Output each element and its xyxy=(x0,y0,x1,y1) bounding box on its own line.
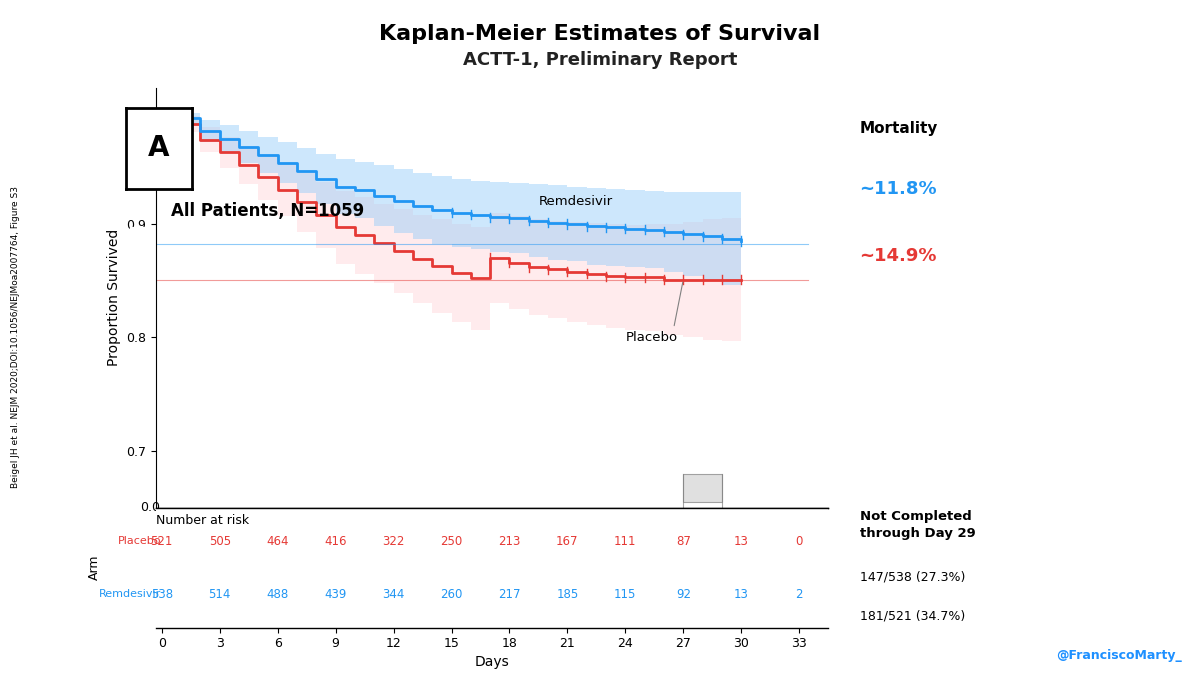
Text: Mortality: Mortality xyxy=(859,122,938,136)
Text: 2: 2 xyxy=(796,588,803,601)
Text: 521: 521 xyxy=(151,535,173,548)
Text: 464: 464 xyxy=(266,535,289,548)
Text: 416: 416 xyxy=(324,535,347,548)
Text: All Patients, N=1059: All Patients, N=1059 xyxy=(172,202,365,220)
Bar xyxy=(683,474,722,502)
Y-axis label: Proportion Survived: Proportion Survived xyxy=(107,229,121,367)
Text: ~11.8%: ~11.8% xyxy=(859,180,937,198)
Text: 13: 13 xyxy=(734,588,749,601)
Text: 0.0: 0.0 xyxy=(140,502,161,514)
Text: 514: 514 xyxy=(209,588,230,601)
Text: 538: 538 xyxy=(151,588,173,601)
Text: Kaplan-Meier Estimates of Survival: Kaplan-Meier Estimates of Survival xyxy=(379,24,821,44)
Text: 439: 439 xyxy=(324,588,347,601)
Text: Placebo: Placebo xyxy=(625,331,678,344)
Y-axis label: Arm: Arm xyxy=(88,555,101,580)
Text: 488: 488 xyxy=(266,588,289,601)
Text: @FranciscoMarty_: @FranciscoMarty_ xyxy=(1056,649,1182,662)
Text: Remdesivir: Remdesivir xyxy=(100,589,162,599)
Text: 322: 322 xyxy=(383,535,404,548)
Text: Placebo: Placebo xyxy=(118,537,162,546)
Text: 181/521 (34.7%): 181/521 (34.7%) xyxy=(859,610,965,623)
Text: 13: 13 xyxy=(734,535,749,548)
Text: Beigel JH et al. NEJM 2020;DOI:10.1056/NEJMoa2007764, Figure S3: Beigel JH et al. NEJM 2020;DOI:10.1056/N… xyxy=(11,186,20,489)
Text: 260: 260 xyxy=(440,588,463,601)
Text: ~14.9%: ~14.9% xyxy=(859,247,937,265)
Text: Number at risk: Number at risk xyxy=(156,514,250,526)
Text: 92: 92 xyxy=(676,588,691,601)
Text: 147/538 (27.3%): 147/538 (27.3%) xyxy=(859,570,965,583)
Text: 213: 213 xyxy=(498,535,521,548)
Text: A: A xyxy=(149,134,169,163)
X-axis label: Days: Days xyxy=(475,655,510,669)
Text: 217: 217 xyxy=(498,588,521,601)
Text: 185: 185 xyxy=(557,588,578,601)
Text: 167: 167 xyxy=(556,535,578,548)
Text: 87: 87 xyxy=(676,535,691,548)
Text: 250: 250 xyxy=(440,535,463,548)
Text: 115: 115 xyxy=(614,588,636,601)
Text: 0: 0 xyxy=(796,535,803,548)
Text: Not Completed
through Day 29: Not Completed through Day 29 xyxy=(859,510,976,540)
Text: ACTT-1, Preliminary Report: ACTT-1, Preliminary Report xyxy=(463,51,737,69)
Text: 111: 111 xyxy=(614,535,637,548)
Text: Remdesivir: Remdesivir xyxy=(539,195,612,208)
Text: 344: 344 xyxy=(383,588,404,601)
Text: 505: 505 xyxy=(209,535,230,548)
